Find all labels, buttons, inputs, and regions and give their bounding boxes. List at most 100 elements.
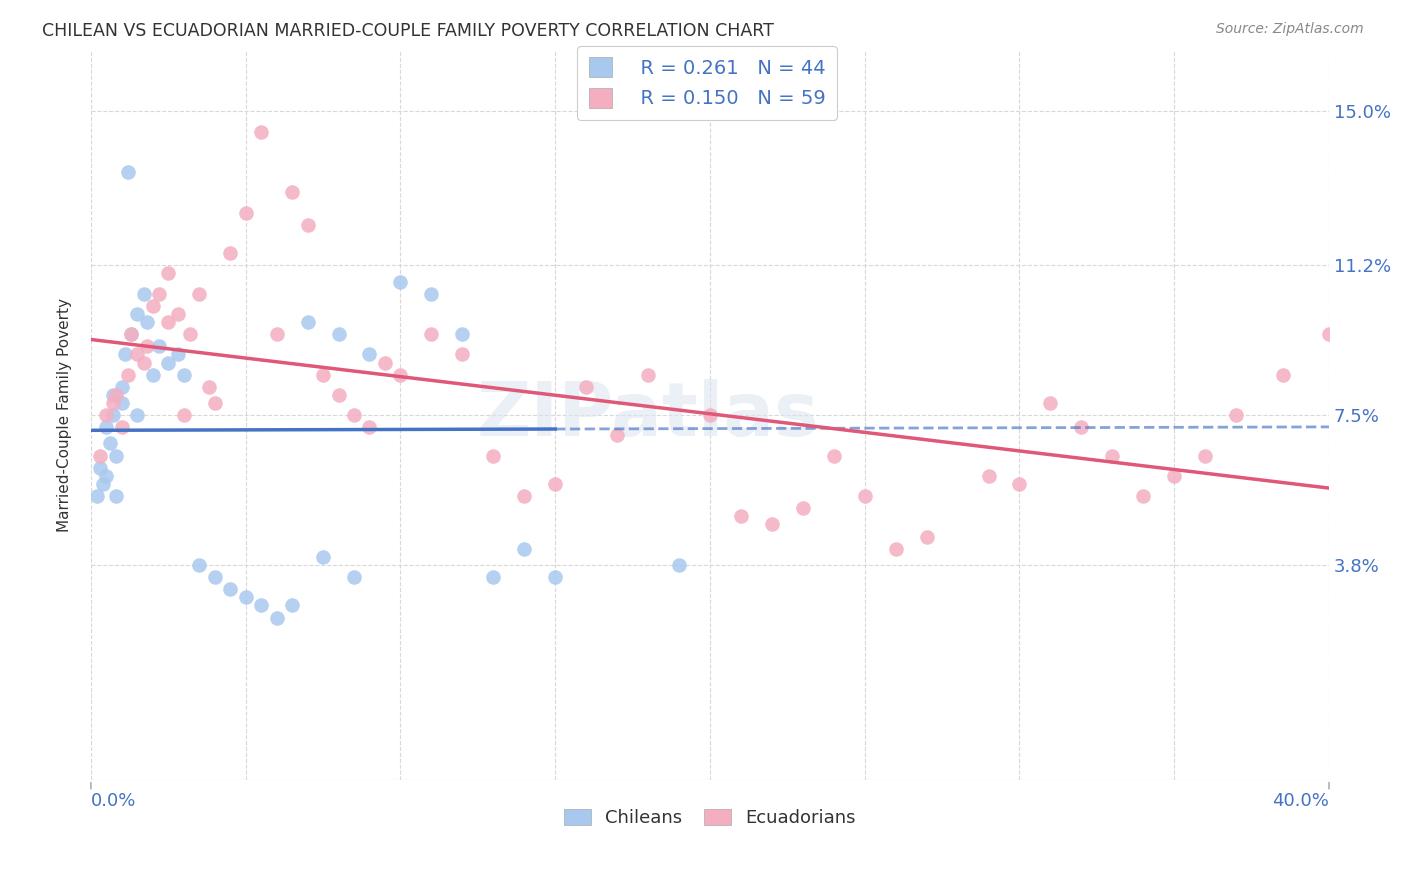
Point bbox=[197, 380, 219, 394]
Point bbox=[204, 570, 226, 584]
Point bbox=[1070, 420, 1092, 434]
Point bbox=[544, 570, 567, 584]
Point bbox=[266, 610, 288, 624]
Point bbox=[135, 339, 157, 353]
Point bbox=[235, 205, 257, 219]
Point bbox=[482, 449, 505, 463]
Point bbox=[359, 420, 381, 434]
Point bbox=[359, 347, 381, 361]
Point bbox=[328, 388, 350, 402]
Point bbox=[157, 355, 180, 369]
Point bbox=[96, 408, 118, 422]
Point bbox=[853, 489, 876, 503]
Point bbox=[297, 218, 319, 232]
Point bbox=[451, 347, 474, 361]
Point bbox=[89, 449, 111, 463]
Point bbox=[96, 420, 118, 434]
Text: 0.0%: 0.0% bbox=[91, 792, 136, 810]
Point bbox=[343, 570, 366, 584]
Point bbox=[120, 327, 142, 342]
Legend: Chileans, Ecuadorians: Chileans, Ecuadorians bbox=[555, 800, 865, 836]
Point bbox=[250, 125, 273, 139]
Text: Source: ZipAtlas.com: Source: ZipAtlas.com bbox=[1216, 22, 1364, 37]
Point bbox=[219, 246, 242, 260]
Point bbox=[204, 396, 226, 410]
Point bbox=[297, 315, 319, 329]
Point bbox=[142, 368, 165, 382]
Point bbox=[544, 477, 567, 491]
Point bbox=[127, 408, 149, 422]
Text: ZIPatlas: ZIPatlas bbox=[477, 378, 820, 451]
Text: 40.0%: 40.0% bbox=[1272, 792, 1329, 810]
Point bbox=[179, 327, 201, 342]
Text: CHILEAN VS ECUADORIAN MARRIED-COUPLE FAMILY POVERTY CORRELATION CHART: CHILEAN VS ECUADORIAN MARRIED-COUPLE FAM… bbox=[42, 22, 775, 40]
Point bbox=[1008, 477, 1031, 491]
Point bbox=[91, 477, 114, 491]
Point bbox=[142, 299, 165, 313]
Point bbox=[101, 396, 124, 410]
Point bbox=[104, 489, 127, 503]
Point bbox=[157, 267, 180, 281]
Point bbox=[101, 388, 124, 402]
Point bbox=[250, 599, 273, 613]
Point bbox=[343, 408, 366, 422]
Point bbox=[1101, 449, 1123, 463]
Point bbox=[606, 428, 628, 442]
Point bbox=[101, 408, 124, 422]
Point bbox=[104, 449, 127, 463]
Point bbox=[884, 541, 907, 556]
Point bbox=[117, 165, 139, 179]
Point bbox=[166, 307, 188, 321]
Point bbox=[157, 315, 180, 329]
Point bbox=[104, 388, 127, 402]
Point bbox=[132, 355, 155, 369]
Point bbox=[98, 436, 121, 450]
Point bbox=[86, 489, 108, 503]
Point bbox=[173, 368, 195, 382]
Point bbox=[235, 591, 257, 605]
Point bbox=[668, 558, 690, 572]
Point bbox=[1271, 368, 1294, 382]
Point bbox=[188, 558, 211, 572]
Point bbox=[513, 489, 536, 503]
Point bbox=[1194, 449, 1216, 463]
Point bbox=[513, 541, 536, 556]
Point bbox=[915, 530, 938, 544]
Point bbox=[389, 368, 412, 382]
Point bbox=[266, 327, 288, 342]
Point bbox=[166, 347, 188, 361]
Point bbox=[148, 286, 170, 301]
Point bbox=[823, 449, 845, 463]
Point bbox=[111, 396, 134, 410]
Point bbox=[281, 599, 304, 613]
Point bbox=[1163, 469, 1185, 483]
Point bbox=[575, 380, 598, 394]
Point bbox=[420, 327, 443, 342]
Point bbox=[699, 408, 721, 422]
Point bbox=[111, 380, 134, 394]
Point bbox=[792, 64, 814, 78]
Point bbox=[132, 286, 155, 301]
Point bbox=[312, 368, 335, 382]
Point bbox=[637, 368, 659, 382]
Point bbox=[1132, 489, 1154, 503]
Point bbox=[1317, 327, 1340, 342]
Point bbox=[127, 307, 149, 321]
Point bbox=[173, 408, 195, 422]
Point bbox=[114, 347, 136, 361]
Point bbox=[482, 570, 505, 584]
Point bbox=[89, 460, 111, 475]
Point bbox=[761, 517, 783, 532]
Point bbox=[312, 549, 335, 564]
Point bbox=[420, 286, 443, 301]
Point bbox=[188, 286, 211, 301]
Point bbox=[328, 327, 350, 342]
Point bbox=[96, 469, 118, 483]
Point bbox=[1039, 396, 1062, 410]
Point bbox=[148, 339, 170, 353]
Point bbox=[281, 186, 304, 200]
Point bbox=[389, 275, 412, 289]
Point bbox=[117, 368, 139, 382]
Point bbox=[127, 347, 149, 361]
Point bbox=[135, 315, 157, 329]
